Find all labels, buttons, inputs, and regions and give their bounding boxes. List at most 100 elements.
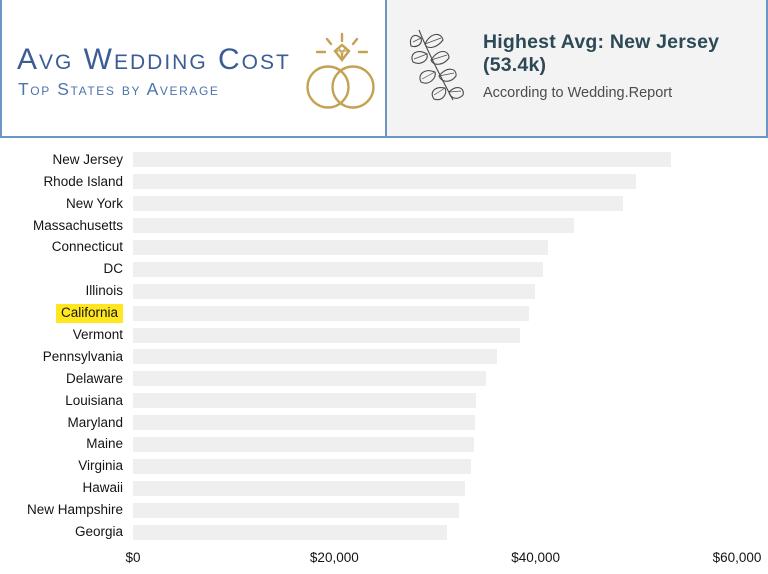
chart-row-massachusetts: Massachusetts xyxy=(0,215,768,237)
page-title: Avg Wedding Cost xyxy=(17,43,291,76)
label-cell-connecticut: Connecticut xyxy=(0,239,123,255)
page-subtitle: Top States by Average xyxy=(18,78,220,99)
title-block: Avg Wedding Cost Top States by Average xyxy=(2,38,291,98)
bar-dc xyxy=(133,261,543,277)
bar-track-massachusetts xyxy=(133,218,737,234)
chart-row-louisiana: Louisiana xyxy=(0,390,768,412)
bar-track-louisiana xyxy=(133,393,737,409)
label-cell-delaware: Delaware xyxy=(0,371,123,387)
header-left-panel: Avg Wedding Cost Top States by Average xyxy=(2,0,385,136)
label-cell-new-jersey: New Jersey xyxy=(0,152,123,168)
category-label-connecticut: Connecticut xyxy=(51,239,123,255)
category-label-georgia: Georgia xyxy=(74,523,123,539)
chart-row-new-jersey: New Jersey xyxy=(0,149,768,171)
bar-track-rhode-island xyxy=(133,174,737,190)
label-cell-pennsylvania: Pennsylvania xyxy=(0,349,123,365)
chart-row-maryland: Maryland xyxy=(0,412,768,434)
label-cell-illinois: Illinois xyxy=(0,283,123,299)
label-cell-dc: DC xyxy=(0,261,124,277)
wedding-rings-icon xyxy=(305,32,379,112)
chart-row-dc: DC xyxy=(0,258,768,280)
header-callout-panel: Highest Avg: New Jersey (53.4k) Accordin… xyxy=(385,0,766,136)
category-label-maine: Maine xyxy=(86,436,123,452)
bar-track-maine xyxy=(133,437,737,453)
chart-row-vermont: Vermont xyxy=(0,324,768,346)
category-label-massachusetts: Massachusetts xyxy=(32,217,123,233)
chart-row-new-york: New York xyxy=(0,193,768,215)
chart-row-pennsylvania: Pennsylvania xyxy=(0,346,768,368)
x-tick-40000: $40,000 xyxy=(511,550,561,566)
label-cell-new-hampshire: New Hampshire xyxy=(0,502,123,518)
category-label-maryland: Maryland xyxy=(67,414,123,430)
label-cell-massachusetts: Massachusetts xyxy=(0,218,123,234)
category-label-virginia: Virginia xyxy=(78,458,123,474)
category-label-delaware: Delaware xyxy=(65,370,123,386)
category-label-dc: DC xyxy=(103,261,124,277)
chart-rows: New Jersey Rhode Island New York Massachuse… xyxy=(0,149,768,543)
bar-chart: New Jersey Rhode Island New York Massachuse… xyxy=(0,149,768,571)
bar-track-california xyxy=(133,305,737,321)
bar-pennsylvania xyxy=(133,349,498,365)
chart-row-rhode-island: Rhode Island xyxy=(0,171,768,193)
bar-connecticut xyxy=(133,240,548,255)
category-label-vermont: Vermont xyxy=(72,326,123,342)
chart-row-connecticut: Connecticut xyxy=(0,237,768,259)
bar-massachusetts xyxy=(133,218,574,234)
callout-title: Highest Avg: New Jersey (53.4k) xyxy=(483,31,720,76)
bar-track-connecticut xyxy=(133,240,737,255)
chart-row-georgia: Georgia xyxy=(0,521,768,543)
bar-track-virginia xyxy=(133,458,737,474)
chart-row-maine: Maine xyxy=(0,434,768,456)
chart-row-virginia: Virginia xyxy=(0,455,768,477)
label-cell-georgia: Georgia xyxy=(0,524,123,540)
category-label-hawaii: Hawaii xyxy=(82,480,123,496)
bar-california xyxy=(133,305,529,321)
x-tick-20000: $20,000 xyxy=(309,550,359,566)
x-tick-0: $0 xyxy=(125,550,141,566)
x-axis: $0 $20,000 $40,000 $60,000 xyxy=(125,543,761,571)
bar-new-jersey xyxy=(133,152,671,168)
bar-maine xyxy=(133,437,475,453)
bar-new-hampshire xyxy=(133,502,460,518)
bar-track-vermont xyxy=(133,327,737,343)
chart-row-illinois: Illinois xyxy=(0,280,768,302)
bar-track-pennsylvania xyxy=(133,349,737,365)
bar-track-georgia xyxy=(133,524,737,540)
bar-maryland xyxy=(133,415,476,431)
chart-row-new-hampshire: New Hampshire xyxy=(0,499,768,521)
label-cell-vermont: Vermont xyxy=(0,327,123,343)
bar-hawaii xyxy=(133,480,466,496)
x-tick-60000: $60,000 xyxy=(712,550,762,566)
bar-louisiana xyxy=(133,393,477,409)
bar-track-illinois xyxy=(133,283,737,299)
category-label-highlighted-california: California xyxy=(55,303,123,323)
bar-track-new-hampshire xyxy=(133,502,737,518)
bar-track-delaware xyxy=(133,371,737,387)
label-cell-louisiana: Louisiana xyxy=(0,393,123,409)
bar-track-new-jersey xyxy=(133,152,737,168)
label-cell-hawaii: Hawaii xyxy=(0,480,123,496)
label-cell-new-york: New York xyxy=(0,196,123,212)
chart-row-delaware: Delaware xyxy=(0,368,768,390)
category-label-pennsylvania: Pennsylvania xyxy=(42,348,123,364)
category-label-new-jersey: New Jersey xyxy=(52,151,123,167)
bar-illinois xyxy=(133,283,535,299)
category-label-new-york: New York xyxy=(65,195,123,211)
category-label-new-hampshire: New Hampshire xyxy=(26,502,123,518)
bar-vermont xyxy=(133,327,520,343)
bar-georgia xyxy=(133,524,448,540)
bar-track-maryland xyxy=(133,415,737,431)
label-cell-rhode-island: Rhode Island xyxy=(0,174,123,190)
chart-row-hawaii: Hawaii xyxy=(0,477,768,499)
label-cell-virginia: Virginia xyxy=(0,458,123,474)
bar-delaware xyxy=(133,371,487,387)
category-label-louisiana: Louisiana xyxy=(65,392,123,408)
bar-rhode-island xyxy=(133,174,637,190)
bar-track-dc xyxy=(133,261,737,277)
bar-track-hawaii xyxy=(133,480,737,496)
callout-subtitle: According to Wedding.Report xyxy=(483,85,673,101)
category-label-rhode-island: Rhode Island xyxy=(43,173,123,189)
bar-track-new-york xyxy=(133,196,737,212)
chart-row-california: California xyxy=(0,302,768,324)
bar-virginia xyxy=(133,458,472,474)
